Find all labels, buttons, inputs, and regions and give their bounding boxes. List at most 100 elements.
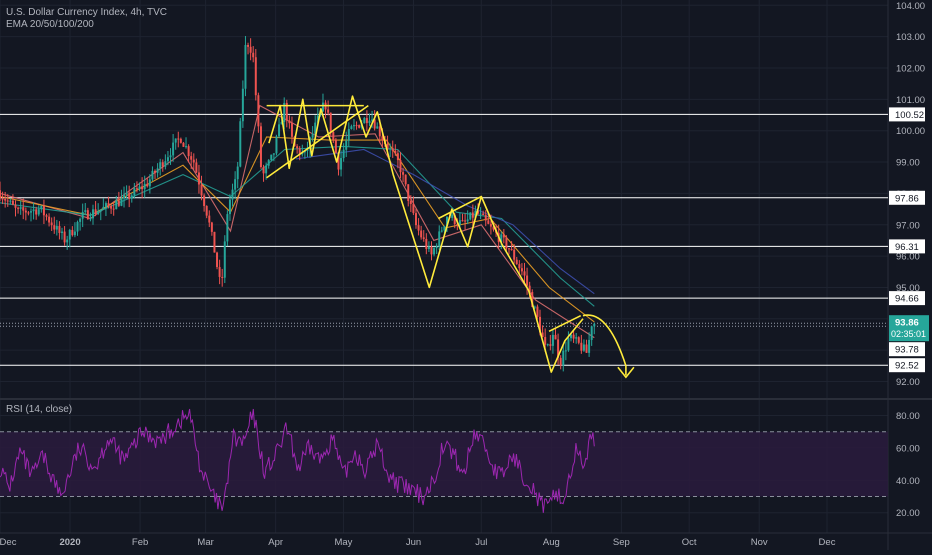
- rsi-band: [0, 431, 888, 497]
- y-tick-label: 102.00: [896, 64, 925, 75]
- candle-body: [572, 334, 575, 339]
- candle-body: [515, 259, 518, 265]
- candle-body: [368, 120, 371, 124]
- candle-body: [427, 246, 430, 250]
- x-tick-label: Dec: [819, 537, 836, 548]
- candle-body: [130, 195, 133, 199]
- candle-body: [482, 213, 485, 216]
- candle-body: [66, 239, 69, 243]
- candle-body: [513, 249, 516, 260]
- candle-body: [544, 337, 547, 345]
- candle-body: [288, 120, 291, 124]
- candle-body: [464, 220, 467, 222]
- candle-body: [35, 209, 38, 215]
- candle-body: [115, 200, 118, 210]
- candle-body: [161, 162, 164, 167]
- candle-body: [27, 212, 30, 214]
- candle-body: [249, 46, 252, 53]
- candle-body: [363, 118, 366, 124]
- candle-body: [580, 342, 583, 351]
- candle-body: [252, 52, 255, 58]
- candle-body: [451, 214, 454, 218]
- candle-body: [58, 225, 61, 233]
- candle-body: [76, 221, 79, 232]
- candle-body: [19, 207, 22, 209]
- candle-body: [275, 136, 278, 154]
- candle-body: [192, 159, 195, 163]
- candle-body: [234, 179, 237, 190]
- candle-body: [102, 206, 105, 210]
- candle-body: [97, 211, 100, 214]
- candle-body: [590, 326, 593, 340]
- candle-body: [404, 174, 407, 185]
- candle-body: [327, 109, 330, 113]
- level-badge: [889, 291, 925, 306]
- y-tick-label: 103.00: [896, 32, 925, 43]
- candle-body: [582, 344, 585, 351]
- candle-body: [151, 170, 154, 180]
- candle-body: [143, 183, 146, 190]
- candle-body: [221, 276, 224, 278]
- candle-body: [347, 128, 350, 141]
- candle-body: [71, 229, 74, 236]
- level-badge: [889, 190, 925, 205]
- candle-body: [120, 198, 123, 206]
- x-tick-label: May: [334, 537, 352, 548]
- horizontal-levels: [0, 113, 888, 366]
- candle-body: [445, 216, 448, 226]
- candle-body: [228, 199, 231, 215]
- candle-body: [92, 209, 95, 219]
- candle-body: [391, 148, 394, 151]
- candle-body: [68, 229, 71, 240]
- candle-body: [99, 209, 102, 212]
- candle-body: [267, 160, 270, 166]
- candle-body: [430, 246, 433, 255]
- x-tick-label: Feb: [132, 537, 148, 548]
- candle-body: [487, 220, 490, 224]
- y-tick-label: 100.00: [896, 126, 925, 137]
- candle-body: [0, 190, 1, 199]
- arrow-head: [617, 366, 635, 379]
- candle-body: [355, 125, 358, 127]
- candle-body: [476, 210, 479, 214]
- candle-body: [259, 126, 262, 167]
- candle-body: [316, 115, 319, 123]
- candle-body: [471, 212, 474, 218]
- level-badge-label: 94.66: [895, 294, 919, 305]
- candle-body: [156, 168, 159, 173]
- ema-line: [295, 148, 595, 295]
- level-badge: [889, 239, 925, 254]
- candle-body: [466, 219, 469, 222]
- candle-body: [564, 350, 567, 352]
- rsi-tick-label: 40.00: [896, 476, 920, 487]
- level-badge-label: 100.52: [895, 110, 924, 121]
- candle-body: [133, 188, 136, 196]
- candle-body: [208, 215, 211, 223]
- candle-body: [570, 334, 573, 339]
- candle-body: [141, 186, 144, 190]
- candle-body: [148, 179, 151, 187]
- candle-body: [42, 205, 45, 216]
- candle-body: [107, 203, 110, 206]
- candle-body: [213, 231, 216, 253]
- candle-body: [278, 124, 281, 137]
- x-tick-label: 2020: [59, 537, 80, 548]
- candle-body: [523, 271, 526, 276]
- x-tick-label: Nov: [751, 537, 768, 548]
- candle-body: [453, 214, 456, 225]
- candle-body: [458, 220, 461, 225]
- candle-body: [533, 306, 536, 308]
- candle-body: [177, 138, 180, 140]
- candle-body: [247, 44, 250, 47]
- candle-body: [329, 112, 332, 133]
- candle-body: [469, 212, 472, 220]
- candle-body: [94, 209, 97, 214]
- candle-body: [440, 230, 443, 232]
- candle-body: [311, 133, 314, 138]
- candle-body: [399, 160, 402, 173]
- secondary-price-label: 93.78: [895, 345, 919, 356]
- candle-body: [226, 214, 229, 242]
- countdown-label: 02:35:01: [891, 329, 926, 339]
